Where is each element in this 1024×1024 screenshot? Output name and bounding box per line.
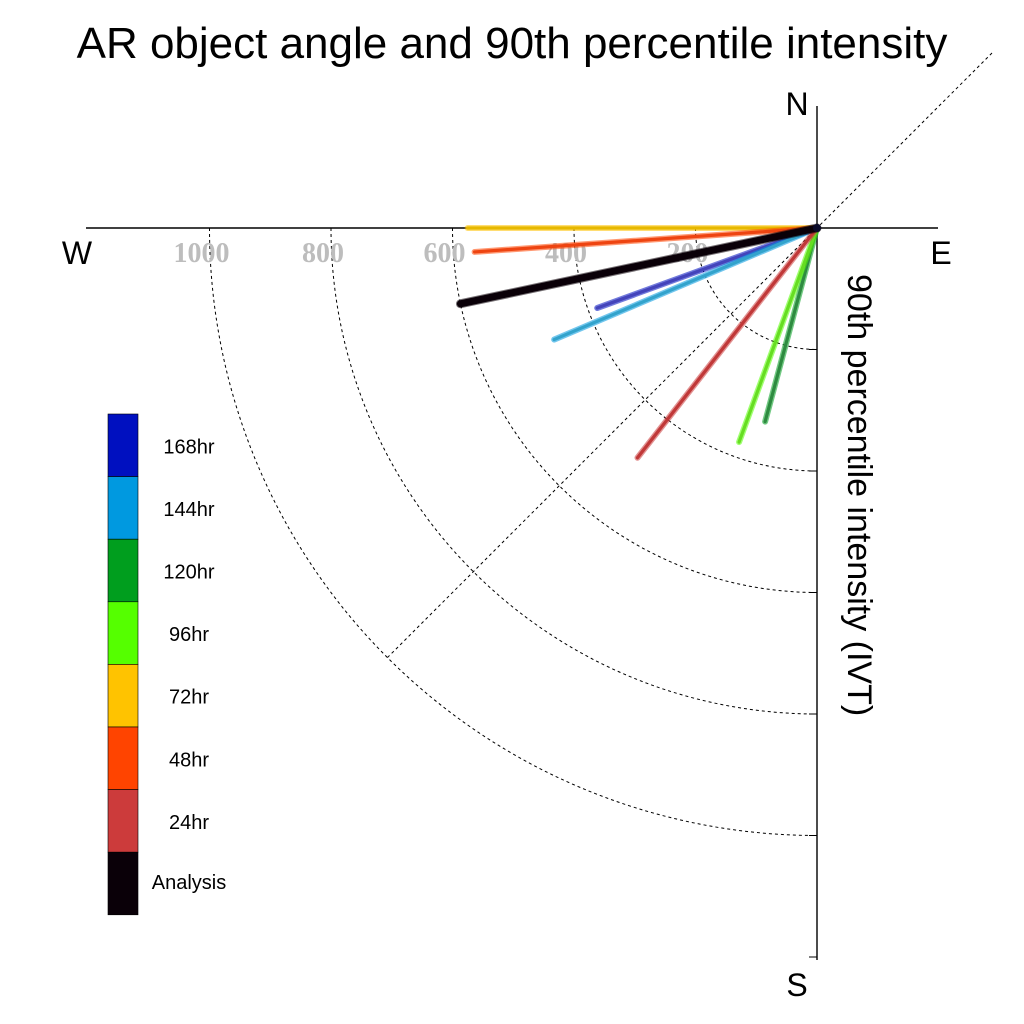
chart-title: AR object angle and 90th percentile inte… [77,19,948,68]
legend-swatch-24hr [107,789,139,853]
compass-west: W [62,235,93,271]
radial-tick-label: 1000 [174,238,230,269]
vector-144hr [552,226,819,342]
origin-point [813,224,821,232]
legend-swatch-analysis [107,851,139,916]
legend-swatch-96hr [107,601,139,665]
legend-swatch-168hr [107,413,139,477]
grid-arc [209,227,818,836]
axis-title: 90th percentile intensity (IVT) [840,274,878,716]
legend-label-24hr: 24hr [169,812,209,834]
vector-96hr [737,226,819,444]
legend-label-analysis: Analysis [152,872,226,894]
legend-swatch-72hr [107,664,139,728]
radial-tick-label: 800 [302,238,344,269]
compass-south: S [786,967,807,1003]
legend-label-72hr: 72hr [169,687,209,709]
legend: 168hr 144hr 120hr 96hr 72hr 48hr 24hr Analysis [107,413,226,916]
legend-label-96hr: 96hr [169,624,209,646]
legend-swatch-144hr [107,476,139,540]
grid-arc [330,227,818,715]
vector-48hr [472,226,819,254]
legend-label-120hr: 120hr [163,562,214,584]
compass-east: E [930,235,951,271]
legend-label-48hr: 48hr [169,749,209,771]
vector-analysis [456,224,821,308]
legend-label-168hr: 168hr [163,436,214,458]
compass-north: N [785,86,808,122]
radial-tick-label: 600 [424,238,466,269]
vector-24hr [635,226,819,460]
legend-swatch-48hr [107,726,139,790]
legend-label-144hr: 144hr [163,499,214,521]
vector-series [455,223,822,461]
legend-swatch-120hr [107,538,139,603]
grid-arc [452,227,818,593]
diagonal-guide [387,52,993,658]
